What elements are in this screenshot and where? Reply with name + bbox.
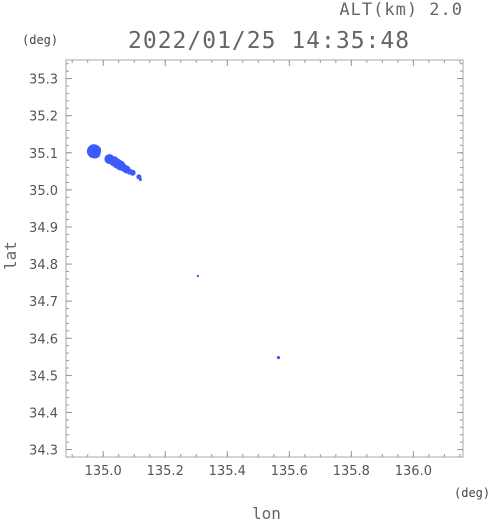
y-tick-label: 35.1 bbox=[29, 147, 58, 162]
x-axis-unit: (deg) bbox=[454, 486, 491, 500]
data-point bbox=[93, 145, 102, 154]
data-point bbox=[129, 169, 136, 176]
x-axis-title: lon bbox=[252, 504, 281, 523]
y-tick-label: 35.3 bbox=[29, 73, 58, 88]
y-tick-label: 35.0 bbox=[29, 184, 58, 199]
x-tick-label: 135.4 bbox=[209, 464, 246, 479]
x-tick-label: 135.6 bbox=[271, 464, 308, 479]
y-tick-label: 34.4 bbox=[29, 406, 58, 421]
data-points bbox=[86, 144, 281, 360]
y-tick-label: 34.6 bbox=[29, 332, 58, 347]
y-tick-label: 34.7 bbox=[29, 295, 58, 310]
y-tick-label: 34.3 bbox=[29, 444, 58, 459]
y-axis-unit: (deg) bbox=[22, 33, 59, 47]
data-point bbox=[276, 355, 281, 360]
x-tick-label: 135.8 bbox=[333, 464, 370, 479]
plot-frame bbox=[65, 59, 464, 458]
y-tick-label: 35.2 bbox=[29, 110, 58, 125]
x-tick-label: 135.2 bbox=[147, 464, 184, 479]
y-tick-label: 34.9 bbox=[29, 221, 58, 236]
data-point bbox=[138, 177, 142, 181]
data-point bbox=[196, 274, 200, 278]
y-tick-label: 34.5 bbox=[29, 369, 58, 384]
timestamp-title: 2022/01/25 14:35:48 bbox=[128, 28, 411, 54]
x-tick-label: 136.0 bbox=[395, 464, 432, 479]
axis-ticks bbox=[66, 60, 463, 458]
axis-tick-labels: 34.3 34.4 34.5 34.6 34.7 34.8 34.9 35.0 35.1 35.2… bbox=[29, 73, 432, 479]
y-tick-label: 34.8 bbox=[29, 258, 58, 273]
altitude-label: ALT(km) 2.0 bbox=[339, 0, 463, 20]
x-tick-label: 135.0 bbox=[85, 464, 122, 479]
